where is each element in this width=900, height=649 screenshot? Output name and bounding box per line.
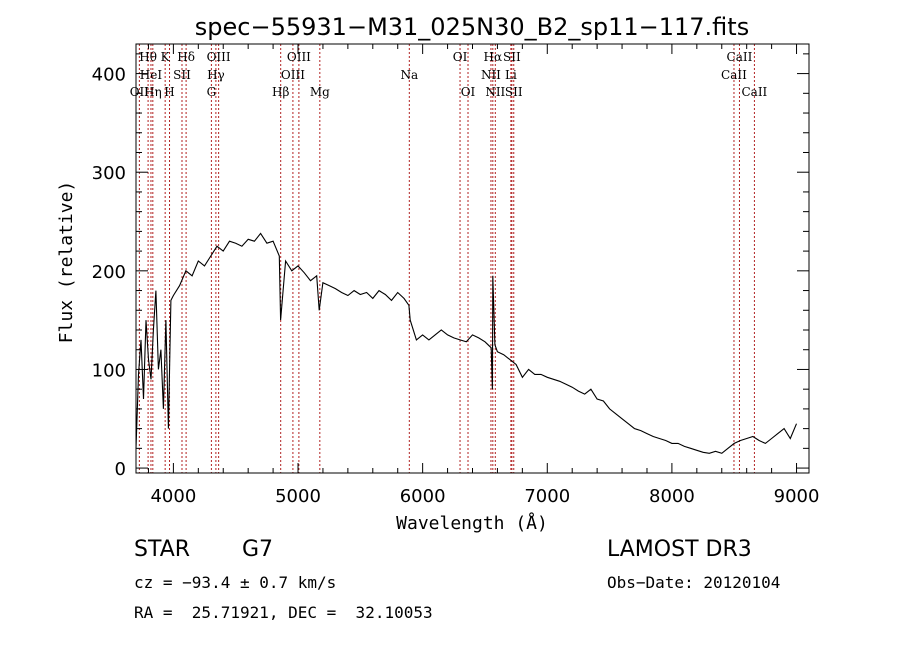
line-label: OIII	[287, 50, 311, 64]
chart-title: spec−55931−M31_025N30_B2_sp11−117.fits	[195, 13, 749, 41]
line-label: Li	[505, 68, 517, 82]
line-label: Hα	[484, 50, 503, 64]
line-label: SII	[503, 50, 521, 64]
spectrum-line	[135, 232, 798, 454]
line-label: CaII	[727, 50, 753, 64]
ra-dec-coordinates: RA = 25.71921, DEC = 32.10053	[134, 603, 433, 622]
x-axis-label: Wavelength (Å)	[396, 512, 548, 534]
redshift-velocity: cz = −93.4 ± 0.7 km/s	[134, 573, 337, 592]
object-subclass: G7	[242, 537, 274, 562]
line-label: OI	[453, 50, 468, 64]
emission-line-markers	[138, 44, 755, 473]
observation-date: Obs−Date: 20120104	[607, 573, 781, 592]
y-tick-label: 0	[115, 459, 126, 480]
plot-frame	[135, 43, 810, 474]
line-label: OIII	[207, 50, 231, 64]
x-tick-label: 7000	[524, 486, 570, 507]
line-label: Hη	[144, 85, 162, 99]
y-tick-label: 400	[92, 65, 126, 86]
line-label: OI	[461, 85, 476, 99]
survey-name: LAMOST DR3	[607, 537, 752, 562]
x-tick-label: 8000	[649, 486, 695, 507]
x-axis-ticks: 4000 5000 6000 7000 8000 9000	[147, 44, 820, 507]
line-label: Hγ	[207, 68, 225, 82]
line-label: CaII	[721, 68, 747, 82]
line-label: CaII	[741, 85, 767, 99]
y-tick-label: 100	[92, 360, 126, 381]
x-tick-label: 9000	[774, 486, 820, 507]
line-label: Mg	[310, 85, 330, 99]
line-label: NII	[485, 85, 505, 99]
line-label: G	[207, 85, 217, 99]
line-label: Hθ	[139, 50, 157, 64]
line-label: OII	[130, 85, 150, 99]
line-label: HeI	[140, 68, 163, 82]
object-class: STAR	[134, 537, 191, 562]
line-label: H	[164, 85, 174, 99]
line-label: Hδ	[177, 50, 195, 64]
line-label: K	[161, 50, 171, 64]
y-tick-label: 200	[92, 262, 126, 283]
line-label: SII	[173, 68, 191, 82]
x-tick-label: 5000	[275, 486, 321, 507]
line-label: Na	[400, 68, 418, 82]
y-axis-label: Flux (relative)	[56, 181, 77, 344]
y-axis-ticks: 0 100 200 300 400	[92, 53, 809, 480]
y-tick-label: 300	[92, 163, 126, 184]
line-label: SII	[505, 85, 523, 99]
line-label: Hβ	[272, 85, 289, 99]
line-label: NII	[481, 68, 501, 82]
x-tick-label: 4000	[150, 486, 196, 507]
x-tick-label: 6000	[400, 486, 446, 507]
line-label: OIII	[281, 68, 305, 82]
